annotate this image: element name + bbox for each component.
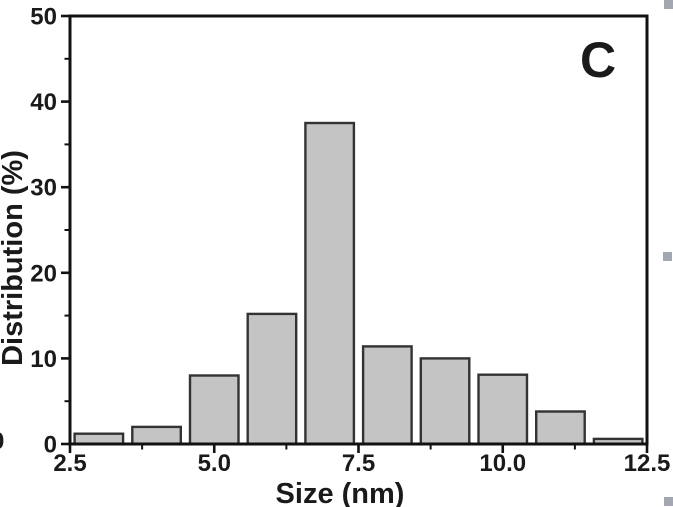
bar-9nm [419, 357, 471, 446]
y-tick-label: 20 [30, 260, 57, 287]
bars-group [73, 121, 644, 446]
bar-11nm [535, 410, 586, 446]
y-axis-title: Distribution (%) [0, 150, 29, 366]
y-tick-label: 30 [30, 175, 57, 202]
bar-3nm [73, 432, 125, 446]
bar-5nm [188, 374, 240, 446]
y-tick-label: 0 [44, 432, 57, 459]
resize-handle-middle-right[interactable] [663, 252, 672, 261]
x-tick-label: 2.5 [53, 450, 86, 477]
panel-label: C [580, 32, 616, 88]
resize-handle-top-right[interactable] [664, 0, 673, 9]
x-tick-label: 12.5 [624, 450, 671, 477]
plot-frame [68, 14, 649, 446]
bar-6nm [246, 312, 298, 446]
bar-8nm [361, 345, 413, 446]
x-tick-label: 10.0 [479, 450, 526, 477]
clipped-axis-label-fragment: 0 [0, 428, 4, 456]
resize-handle-bottom-right[interactable] [664, 497, 673, 506]
x-tick-label: 7.5 [342, 450, 375, 477]
bar-4nm [131, 425, 183, 446]
y-tick-label: 50 [30, 4, 57, 31]
y-tick-label: 40 [30, 89, 57, 116]
axes-group: 2.5 5.0 7.5 10.0 12.5 0 10 20 30 40 50 [30, 4, 670, 478]
x-axis-title: Size (nm) [276, 478, 405, 507]
bar-10nm [477, 373, 529, 446]
x-tick-label: 5.0 [198, 450, 231, 477]
y-tick-label: 10 [30, 346, 57, 373]
bar-7nm [304, 121, 356, 446]
